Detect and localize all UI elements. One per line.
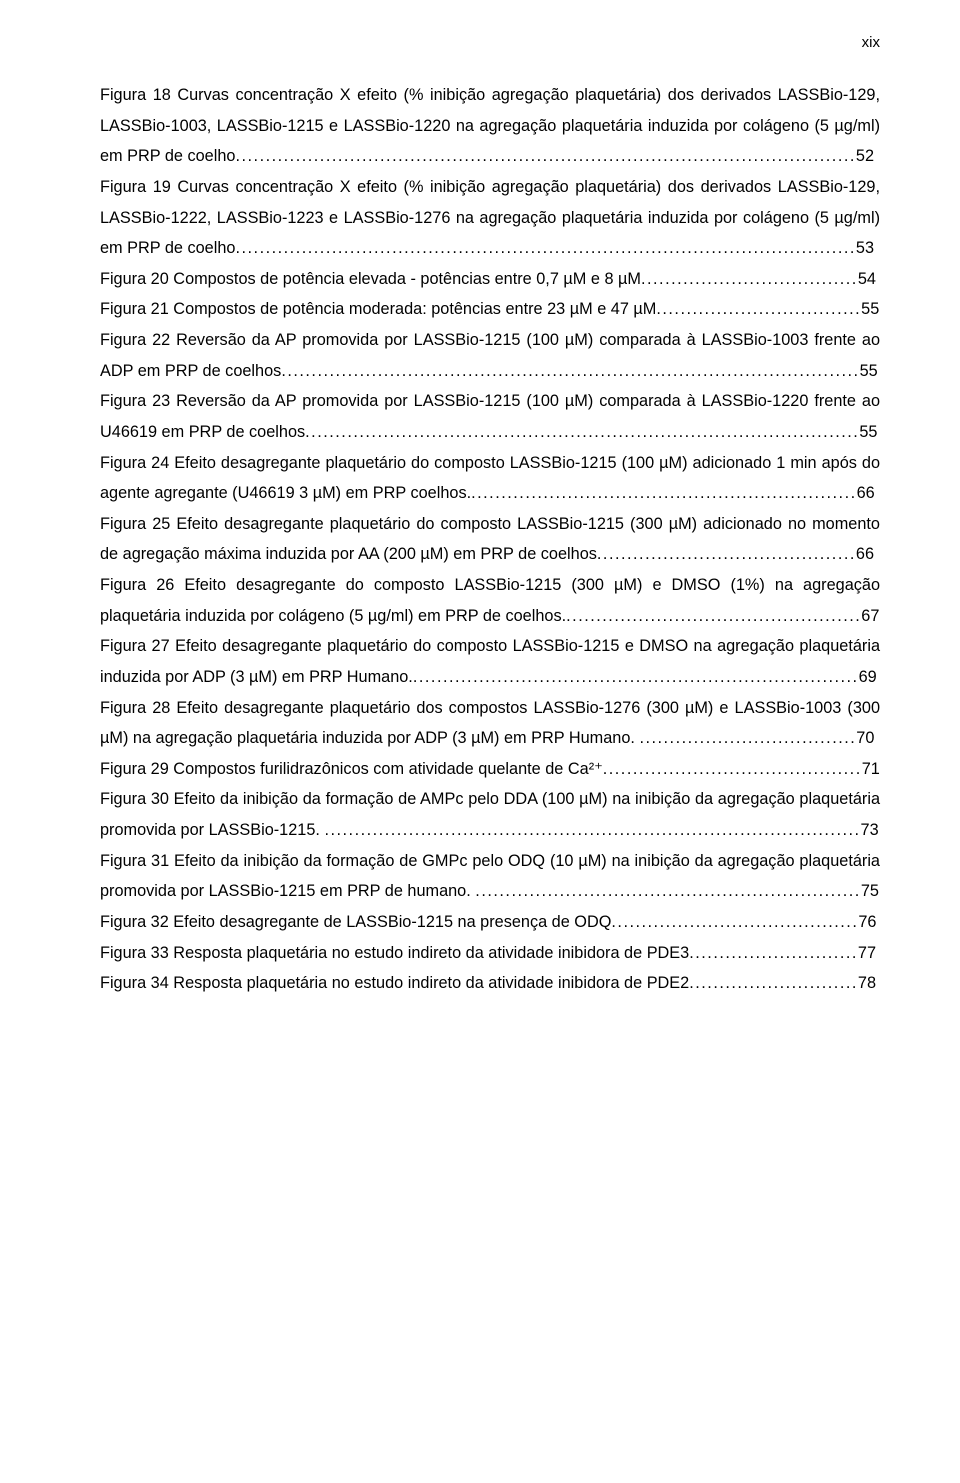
toc-dot-leader: .................................... [639, 729, 856, 747]
toc-entry-page: 55 [859, 423, 877, 441]
toc-entry-page: 69 [859, 668, 877, 686]
toc-entry: Figura 28 Efeito desagregante plaquetári… [100, 693, 880, 754]
toc-entry-text: Figura 21 Compostos de potência moderada… [100, 300, 656, 318]
toc-entry: Figura 31 Efeito da inibição da formação… [100, 846, 880, 907]
toc-entry-page: 75 [861, 882, 879, 900]
toc-entry-page: 76 [858, 913, 876, 931]
toc-entry: Figura 24 Efeito desagregante plaquetári… [100, 448, 880, 509]
toc-entry-page: 67 [861, 607, 879, 625]
toc-entry-text: Figura 29 Compostos furilidrazônicos com… [100, 760, 603, 778]
toc-dot-leader: ........................................… [235, 147, 855, 165]
toc-entry-text: Figura 33 Resposta plaquetária no estudo… [100, 944, 689, 962]
toc-entry: Figura 29 Compostos furilidrazônicos com… [100, 754, 880, 785]
toc-dot-leader: ............................ [689, 974, 858, 992]
toc-entry: Figura 34 Resposta plaquetária no estudo… [100, 968, 880, 999]
toc-entry: Figura 33 Resposta plaquetária no estudo… [100, 938, 880, 969]
toc-dot-leader: ........................................… [566, 607, 861, 625]
toc-dot-leader: ........................................… [471, 484, 857, 502]
toc-entry-page: 66 [856, 545, 874, 563]
toc-entry-page: 70 [856, 729, 874, 747]
toc-entry-page: 55 [860, 362, 878, 380]
toc-entry: Figura 25 Efeito desagregante plaquetári… [100, 509, 880, 570]
toc-entry-text: Figura 32 Efeito desagregante de LASSBio… [100, 913, 611, 931]
toc-entry-text: Figura 20 Compostos de potência elevada … [100, 270, 641, 288]
toc-dot-leader: .................................... [641, 270, 858, 288]
toc-dot-leader: ........................................… [475, 882, 861, 900]
toc-dot-leader: ........................................… [611, 913, 858, 931]
toc-entry: Figura 22 Reversão da AP promovida por L… [100, 325, 880, 386]
toc-dot-leader: ........................................… [305, 423, 859, 441]
toc-dot-leader: ........................................… [281, 362, 859, 380]
toc-entry: Figura 30 Efeito da inibição da formação… [100, 784, 880, 845]
toc-entry: Figura 21 Compostos de potência moderada… [100, 294, 880, 325]
toc-entry-page: 52 [856, 147, 874, 165]
toc-dot-leader: ........................................… [597, 545, 856, 563]
toc-dot-leader: ........................................… [324, 821, 860, 839]
toc-entry: Figura 32 Efeito desagregante de LASSBio… [100, 907, 880, 938]
toc-entry: Figura 18 Curvas concentração X efeito (… [100, 80, 880, 172]
toc-entry-page: 73 [861, 821, 879, 839]
toc-entry-page: 77 [858, 944, 876, 962]
toc-dot-leader: .................................. [656, 300, 861, 318]
toc-dot-leader: ........................................… [235, 239, 855, 257]
toc-entry-page: 53 [856, 239, 874, 257]
toc-entry: Figura 23 Reversão da AP promovida por L… [100, 386, 880, 447]
toc-dot-leader: ........................................… [413, 668, 859, 686]
list-of-figures: Figura 18 Curvas concentração X efeito (… [100, 80, 880, 999]
toc-entry-page: 66 [857, 484, 875, 502]
toc-entry-text: Figura 34 Resposta plaquetária no estudo… [100, 974, 689, 992]
toc-entry-page: 71 [862, 760, 880, 778]
toc-dot-leader: ............................ [689, 944, 858, 962]
toc-entry: Figura 19 Curvas concentração X efeito (… [100, 172, 880, 264]
toc-entry: Figura 26 Efeito desagregante do compost… [100, 570, 880, 631]
toc-dot-leader: ........................................… [603, 760, 862, 778]
toc-entry: Figura 20 Compostos de potência elevada … [100, 264, 880, 295]
toc-entry-page: 54 [858, 270, 876, 288]
page-number: xix [862, 34, 880, 51]
toc-entry-page: 55 [861, 300, 879, 318]
toc-entry: Figura 27 Efeito desagregante plaquetári… [100, 631, 880, 692]
toc-entry-page: 78 [858, 974, 876, 992]
document-page: xix Figura 18 Curvas concentração X efei… [0, 0, 960, 1483]
